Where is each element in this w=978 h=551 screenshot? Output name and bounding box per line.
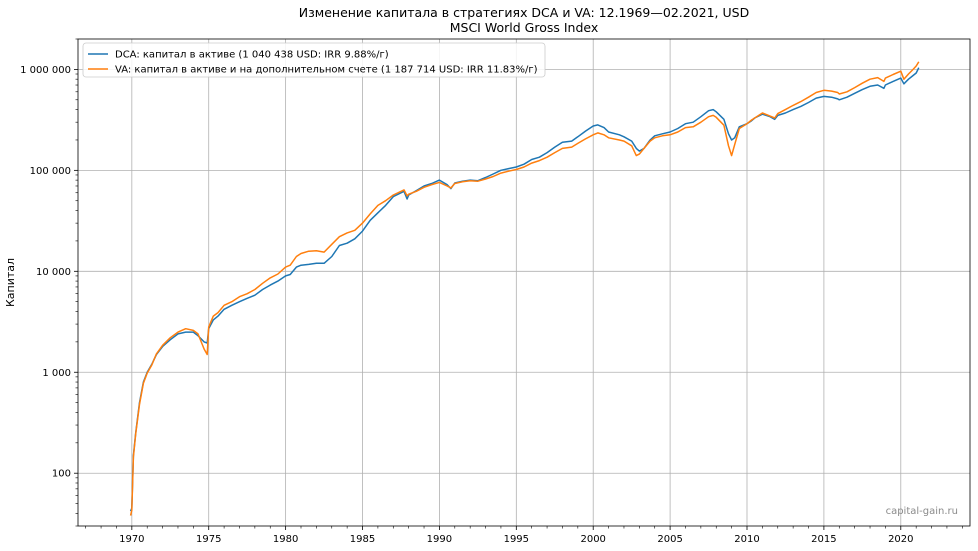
y-tick-label: 1 000 000 [20, 65, 71, 76]
chart-title: Изменение капитала в стратегиях DCA и VA… [298, 5, 750, 20]
x-tick-label: 1970 [119, 534, 144, 545]
x-tick-label: 1985 [350, 534, 375, 545]
y-tick-label: 100 [52, 469, 71, 480]
legend-label: DCA: капитал в активе (1 040 438 USD: IR… [115, 50, 389, 61]
x-tick-label: 1990 [427, 534, 452, 545]
watermark: capital-gain.ru [885, 506, 958, 517]
dca-series-line [129, 67, 920, 512]
x-tick-label: 2020 [888, 534, 913, 545]
y-tick-label: 100 000 [30, 166, 71, 177]
legend-box [82, 42, 546, 78]
va-series-line [129, 61, 920, 516]
x-tick-label: 1975 [196, 534, 221, 545]
y-axis-label: Капитал [4, 257, 18, 308]
y-tick-label: 1 000 [42, 368, 71, 379]
x-tick-label: 1995 [504, 534, 529, 545]
x-tick-label: 2015 [811, 534, 836, 545]
plot-frame [77, 38, 971, 527]
y-tick-label: 10 000 [36, 267, 71, 278]
legend-label: VA: капитал в активе и на дополнительном… [115, 65, 538, 76]
chart-subtitle: MSCI World Gross Index [449, 20, 599, 35]
x-tick-label: 2000 [580, 534, 605, 545]
x-tick-label: 1980 [273, 534, 298, 545]
x-tick-label: 2005 [657, 534, 682, 545]
x-tick-label: 2010 [734, 534, 759, 545]
